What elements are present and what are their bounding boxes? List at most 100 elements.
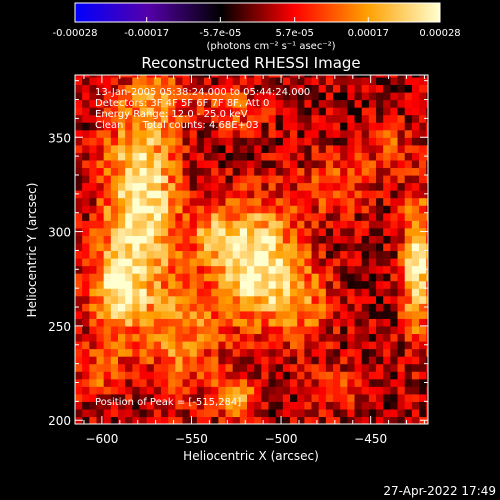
heatmap-cell [347,182,356,191]
heatmap-cell [354,386,363,395]
heatmap-cell [189,235,198,244]
heatmap-cell [368,114,377,123]
heatmap-cell [103,84,112,93]
heatmap-cell [304,75,313,78]
heatmap-cell [333,273,341,282]
heatmap-cell [419,408,427,418]
heatmap-cell [268,257,277,267]
heatmap-cell [361,356,370,365]
heatmap-cell [333,288,341,297]
heatmap-cell [282,242,291,252]
heatmap-cell [182,378,191,387]
heatmap-cell [132,378,141,387]
heatmap-cell [411,84,420,93]
heatmap-cell [261,152,270,161]
heatmap-cell [75,75,83,78]
heatmap-cell [426,144,428,153]
heatmap-cell [275,197,284,206]
heatmap-cell [361,416,370,424]
heatmap-cell [168,235,176,244]
heatmap-cell [390,310,399,319]
heatmap-cell [426,75,428,78]
heatmap-cell [318,212,327,221]
heatmap-cell [89,273,98,282]
heatmap-cell [218,408,227,418]
heatmap-cell [175,378,184,387]
heatmap-cell [132,220,141,229]
heatmap-cell [419,144,427,153]
heatmap-cell [297,235,305,244]
heatmap-cell [275,303,284,312]
heatmap-cell [290,190,298,199]
heatmap-cell [419,348,427,357]
heatmap-cell [182,371,191,380]
heatmap-cell [340,91,348,101]
heatmap-cell [89,318,98,327]
heatmap-cell [189,190,198,199]
heatmap-cell [110,288,119,297]
heatmap-cell [361,257,370,267]
heatmap-cell [390,378,399,387]
heatmap-cell [189,99,198,108]
heatmap-cell [218,212,227,221]
heatmap-cell [304,220,313,229]
heatmap-cell [268,310,277,319]
heatmap-cell [132,174,141,184]
heatmap-cell [232,325,241,335]
heatmap-cell [254,122,262,131]
heatmap-cell [426,318,428,327]
heatmap-cell [311,303,320,312]
heatmap-cell [325,356,334,365]
heatmap-cell [268,167,277,176]
heatmap-cell [247,76,255,86]
heatmap-cell [397,401,406,410]
heatmap-cell [196,318,205,327]
heatmap-cell [118,152,126,161]
heatmap-cell [318,386,327,395]
heatmap-cell [239,318,248,327]
heatmap-cell [275,386,284,395]
heatmap-cell [304,318,313,327]
heatmap-cell [118,386,126,395]
heatmap-cell [340,416,348,424]
heatmap-cell [196,205,205,214]
heatmap-cell [333,363,341,372]
heatmap-cell [354,250,363,259]
heatmap-cell [153,280,162,289]
heatmap-cell [290,114,298,123]
heatmap-cell [239,114,248,123]
heatmap-cell [282,220,291,229]
heatmap-cell [426,371,428,380]
heatmap-cell [182,257,191,267]
heatmap-cell [110,220,119,229]
heatmap-cell [247,310,255,319]
heatmap-cell [397,84,406,93]
heatmap-cell [411,363,420,372]
heatmap-cell [275,227,284,236]
heatmap-cell [146,235,155,244]
heatmap-cell [411,295,420,304]
heatmap-cell [204,227,212,236]
heatmap-cell [175,340,184,350]
heatmap-cell [275,416,284,424]
heatmap-cell [110,393,119,402]
heatmap-cell [218,122,227,131]
heatmap-cell [82,152,90,161]
heatmap-cell [161,295,169,304]
heatmap-cell [376,303,384,312]
heatmap-cell [211,288,219,297]
heatmap-cell [311,333,320,342]
heatmap-cell [82,250,90,259]
heatmap-cell [146,137,155,146]
heatmap-cell [304,371,313,380]
heatmap-cell [225,212,234,221]
heatmap-cell [175,408,184,418]
heatmap-cell [411,159,420,169]
heatmap-cell [225,318,234,327]
heatmap-cell [368,167,377,176]
heatmap-cell [368,416,377,424]
heatmap-cell [354,205,363,214]
heatmap-cell [110,280,119,289]
heatmap-cell [419,340,427,350]
heatmap-cell [325,325,334,335]
